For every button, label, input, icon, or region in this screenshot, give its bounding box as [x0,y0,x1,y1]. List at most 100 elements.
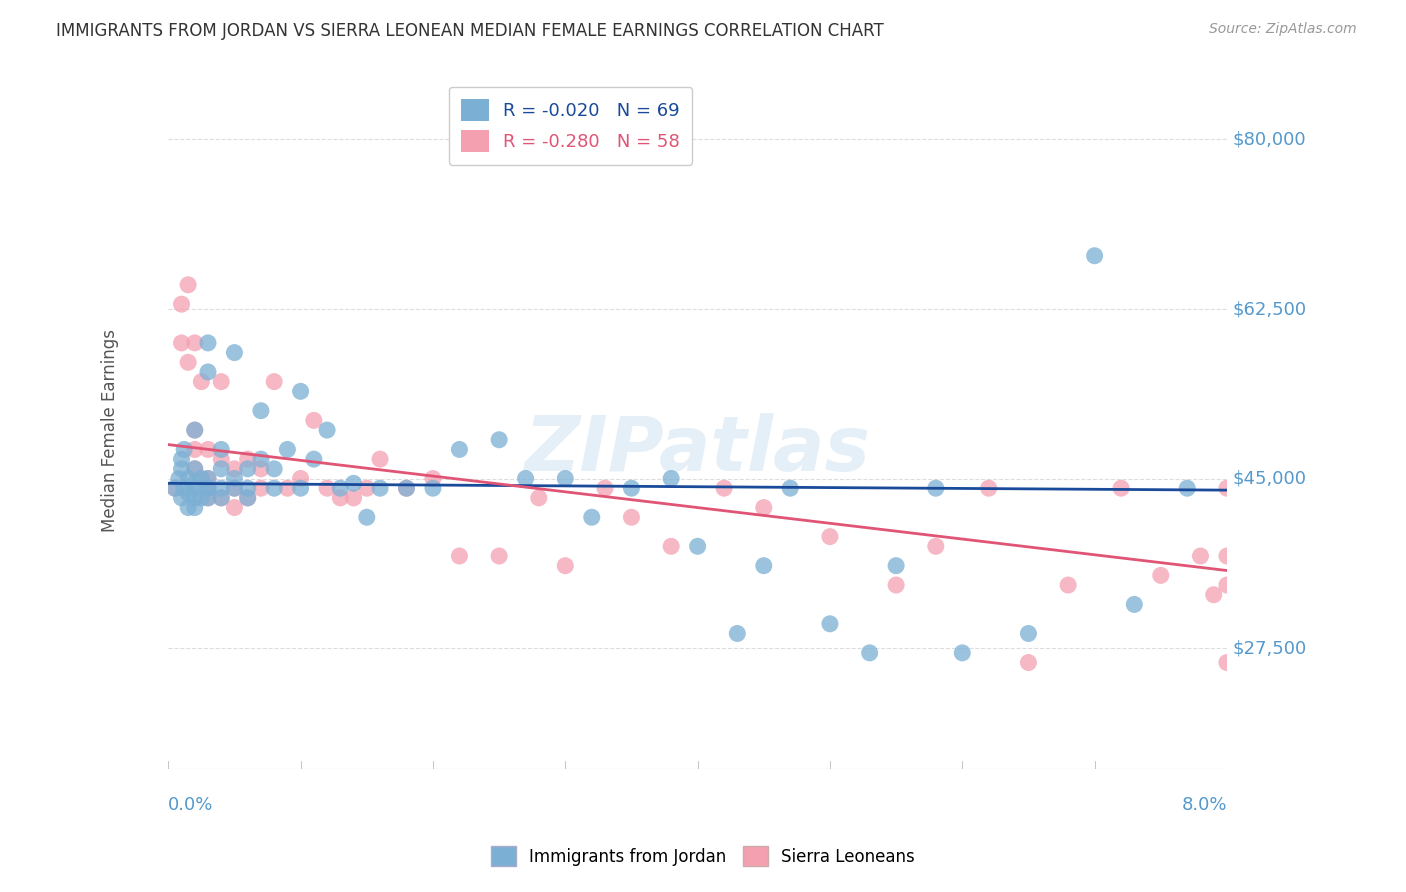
Point [752,558,775,573]
Point [422,471,444,485]
Point [356,481,378,495]
Point [177,486,200,500]
Point [329,481,352,495]
Point [184,476,207,491]
Point [925,539,948,553]
Point [197,335,219,350]
Point [515,471,537,485]
Point [818,616,841,631]
Point [184,481,207,495]
Point [197,471,219,485]
Point [197,481,219,495]
Text: ZIPatlas: ZIPatlas [524,413,870,487]
Point [173,481,195,495]
Point [190,491,212,505]
Point [224,481,246,495]
Point [209,452,232,467]
Point [184,500,207,515]
Point [184,491,207,505]
Point [173,442,195,457]
Point [163,481,186,495]
Point [184,462,207,476]
Point [170,452,193,467]
Point [250,403,273,417]
Text: $62,500: $62,500 [1232,300,1306,318]
Point [1216,549,1239,563]
Point [449,442,471,457]
Point [290,384,312,399]
Point [236,462,259,476]
Point [1202,588,1225,602]
Point [209,481,232,495]
Point [316,423,339,437]
Point [209,491,232,505]
Point [190,471,212,485]
Point [659,539,682,553]
Point [1109,481,1132,495]
Legend: R = -0.020   N = 69, R = -0.280   N = 58: R = -0.020 N = 69, R = -0.280 N = 58 [449,87,692,165]
Text: IMMIGRANTS FROM JORDAN VS SIERRA LEONEAN MEDIAN FEMALE EARNINGS CORRELATION CHAR: IMMIGRANTS FROM JORDAN VS SIERRA LEONEAN… [56,22,884,40]
Point [302,413,325,427]
Point [725,626,748,640]
Point [190,375,212,389]
Point [236,452,259,467]
Point [620,481,643,495]
Point [224,471,246,485]
Point [356,510,378,524]
Point [554,558,576,573]
Point [488,433,510,447]
Text: $80,000: $80,000 [1232,130,1306,148]
Point [1057,578,1080,592]
Point [250,481,273,495]
Point [950,646,973,660]
Point [197,481,219,495]
Point [488,549,510,563]
Point [1175,481,1198,495]
Point [197,481,219,495]
Point [167,471,190,485]
Point [1216,578,1239,592]
Point [1216,481,1239,495]
Point [329,491,352,505]
Point [184,462,207,476]
Point [554,471,576,485]
Point [224,500,246,515]
Point [1189,549,1212,563]
Point [236,491,259,505]
Point [884,578,907,592]
Point [395,481,418,495]
Point [177,277,200,292]
Text: 0.0%: 0.0% [169,797,214,814]
Point [197,491,219,505]
Point [177,500,200,515]
Point [177,471,200,485]
Point [197,365,219,379]
Point [925,481,948,495]
Point [1216,656,1239,670]
Point [779,481,801,495]
Point [236,481,259,495]
Point [395,481,418,495]
Point [263,481,285,495]
Point [163,481,186,495]
Point [290,471,312,485]
Point [302,452,325,467]
Point [276,442,298,457]
Point [209,491,232,505]
Point [184,335,207,350]
Point [250,462,273,476]
Point [316,481,339,495]
Point [342,476,364,491]
Point [177,355,200,369]
Point [170,462,193,476]
Point [184,442,207,457]
Point [581,510,603,524]
Point [859,646,882,660]
Point [713,481,735,495]
Point [224,481,246,495]
Point [1084,249,1107,263]
Point [197,491,219,505]
Point [1017,656,1039,670]
Point [170,297,193,311]
Point [290,481,312,495]
